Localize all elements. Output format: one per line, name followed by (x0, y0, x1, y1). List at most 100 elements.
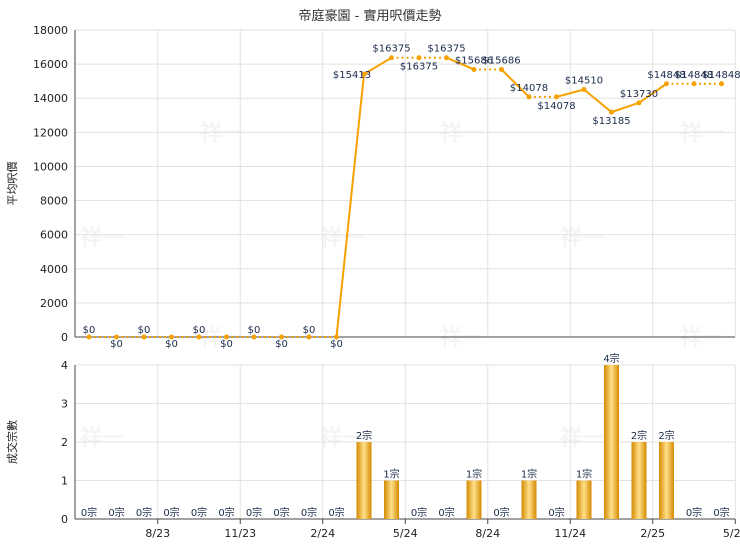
price-point (581, 87, 587, 93)
count-bar (576, 480, 592, 519)
price-point (389, 55, 394, 61)
count-bar (384, 480, 399, 519)
price-y-axis-label: 平均呎價 (5, 162, 19, 206)
price-point (664, 81, 669, 87)
count-y-tick-label: 4 (61, 359, 68, 372)
x-tick-label: 11/24 (554, 527, 586, 540)
price-line-segment (446, 56, 475, 71)
count-data-label: 0宗 (136, 506, 152, 519)
count-y-tick-label: 1 (61, 475, 68, 488)
price-point (224, 334, 229, 340)
watermark-text: 祥一 (560, 425, 604, 451)
count-bar (356, 442, 372, 519)
price-data-label: $15413 (333, 70, 371, 81)
price-data-label: $0 (275, 339, 288, 350)
price-data-label: $15686 (455, 55, 493, 66)
price-data-label: $0 (220, 339, 233, 350)
price-line-segment (583, 88, 613, 113)
x-tick-label: 2/25 (640, 527, 665, 540)
price-data-label: $15686 (482, 55, 520, 66)
price-data-label: $13730 (620, 89, 658, 100)
price-point (251, 334, 257, 340)
watermark-text: 祥一 (560, 225, 604, 251)
count-bar (631, 442, 647, 519)
price-data-label: $0 (193, 325, 206, 336)
price-data-label: $0 (83, 325, 96, 336)
count-data-label: 2宗 (658, 429, 674, 442)
watermark-text: 祥一 (320, 225, 364, 251)
price-data-label: $0 (165, 339, 178, 350)
price-y-tick-label: 2000 (40, 297, 68, 310)
count-data-label: 0宗 (191, 506, 207, 519)
price-line-segment (500, 68, 530, 98)
price-line-segment (335, 74, 365, 338)
x-tick-label: 5/25 (723, 527, 740, 540)
price-point (554, 94, 559, 100)
price-line-chart: 0 2000 4000 6000 8000 10000 12000 14000 16000 180… (5, 24, 740, 350)
price-point (526, 94, 532, 100)
price-point (499, 66, 504, 72)
price-y-tick-label: 16000 (33, 58, 68, 71)
count-bar (604, 365, 619, 519)
price-point (444, 55, 449, 61)
count-data-label: 2宗 (356, 429, 372, 442)
x-tick-label: 8/24 (475, 527, 500, 540)
price-line-segment (363, 56, 393, 75)
count-y-tick-label: 3 (61, 398, 68, 411)
watermark-text: 祥一 (680, 325, 724, 351)
price-y-tick-label: 18000 (33, 24, 68, 37)
x-tick-label: 11/23 (224, 527, 256, 540)
count-data-label: 0宗 (411, 506, 427, 519)
transaction-bar-chart: 0 1 2 3 4 8/23 11/23 2/24 5/24 8/24 11/24 2/25 5/25 成… (5, 352, 740, 540)
count-data-label: 0宗 (713, 506, 729, 519)
count-data-label: 0宗 (218, 506, 234, 519)
price-data-label: $0 (330, 339, 343, 350)
count-data-label: 1宗 (466, 468, 482, 481)
count-y-tick-label: 2 (61, 436, 68, 449)
price-point (609, 109, 614, 115)
watermark-text: 祥一 (80, 225, 124, 251)
count-bar (466, 480, 482, 519)
count-data-label: 1宗 (521, 468, 537, 481)
count-y-tick-label: 0 (61, 513, 68, 526)
price-data-label: $14848 (647, 70, 685, 81)
count-data-label: 0宗 (301, 506, 317, 519)
price-data-label: $16375 (427, 44, 465, 55)
count-data-label: 1宗 (576, 468, 592, 481)
price-point (114, 334, 119, 340)
price-y-tick-label: 8000 (40, 195, 68, 208)
price-point (471, 66, 477, 72)
price-data-label: $14078 (510, 83, 548, 94)
count-data-label: 0宗 (81, 506, 97, 519)
price-line-segment (638, 82, 668, 104)
count-bar (521, 480, 537, 519)
price-data-label: $16375 (400, 62, 438, 73)
price-data-label: $0 (138, 325, 151, 336)
price-point (361, 71, 367, 77)
price-data-label: $0 (248, 325, 261, 336)
price-point (306, 334, 312, 340)
price-data-label: $14848 (675, 70, 713, 81)
count-data-label: 0宗 (246, 506, 262, 519)
count-data-label: 0宗 (686, 506, 702, 519)
watermark-text: 祥一 (680, 120, 724, 146)
price-data-label: $16375 (372, 44, 410, 55)
chart-title: 帝庭豪園 - 實用呎價走勢 (299, 8, 442, 24)
x-tick-label: 5/24 (393, 527, 418, 540)
price-point (141, 334, 147, 340)
count-data-label: 4宗 (603, 352, 619, 365)
price-data-label: $0 (303, 325, 316, 336)
count-data-label: 0宗 (108, 506, 124, 519)
count-y-axis-label: 成交宗數 (5, 420, 19, 464)
price-point (279, 334, 284, 340)
price-data-label: $13185 (592, 116, 630, 127)
price-point (334, 334, 339, 340)
watermark-text: 祥一 (440, 325, 484, 351)
price-point (719, 81, 724, 87)
count-data-label: 0宗 (273, 506, 289, 519)
price-line-segment (611, 101, 640, 114)
price-line-segment (556, 88, 585, 98)
count-data-label: 0宗 (163, 506, 179, 519)
count-bar (659, 442, 674, 519)
